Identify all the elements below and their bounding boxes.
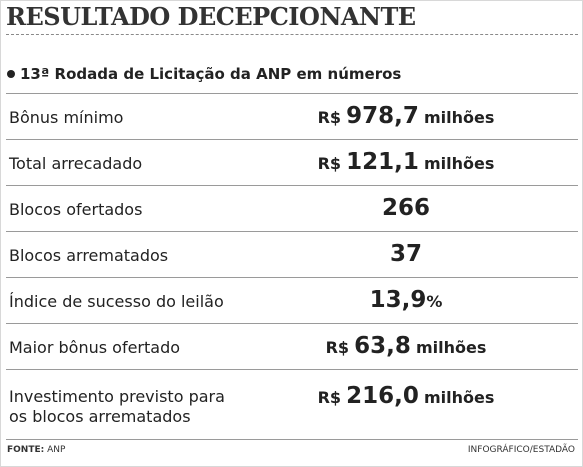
value-unit: %: [426, 292, 443, 311]
title-divider: [6, 34, 578, 35]
row-label: Blocos ofertados: [9, 200, 143, 219]
value-number: 978,7: [346, 103, 419, 129]
table-row: Blocos arrematados 37: [6, 231, 578, 277]
currency-symbol: R$: [317, 154, 342, 173]
value-number: 13,9: [369, 287, 427, 313]
row-value: 13,9%: [370, 287, 443, 315]
table-row: Blocos ofertados 266: [6, 185, 578, 231]
row-label: Investimento previsto para os blocos arr…: [9, 387, 225, 426]
row-value: R$ 121,1 milhões: [318, 149, 495, 177]
row-label: Bônus mínimo: [9, 108, 124, 127]
source-value: ANP: [47, 445, 66, 455]
bottom-divider: [6, 439, 578, 440]
table-row: Investimento previsto para os blocos arr…: [6, 369, 578, 433]
table-row: Maior bônus ofertado R$ 63,8 milhões: [6, 323, 578, 369]
infographic-title: RESULTADO DECEPCIONANTE: [6, 2, 416, 31]
row-value: R$ 216,0 milhões: [318, 383, 495, 411]
value-number: 121,1: [346, 149, 419, 175]
value-number: 216,0: [346, 383, 419, 409]
value-number: 63,8: [354, 333, 411, 359]
value-number: 37: [389, 241, 423, 267]
currency-symbol: R$: [317, 108, 342, 127]
infographic-subtitle: 13ª Rodada de Licitação da ANP em número…: [7, 64, 401, 84]
value-unit: milhões: [424, 108, 495, 127]
currency-symbol: R$: [325, 338, 350, 357]
subtitle-text: 13ª Rodada de Licitação da ANP em número…: [20, 65, 402, 83]
row-label: Maior bônus ofertado: [9, 338, 181, 357]
table-row: Índice de sucesso do leilão 13,9%: [6, 277, 578, 323]
source-note: FONTE: ANP: [7, 444, 65, 456]
row-value: R$ 63,8 milhões: [326, 333, 487, 361]
table-row: Total arrecadado R$ 121,1 milhões: [6, 139, 578, 185]
source-label: FONTE:: [7, 445, 45, 455]
table-row: Bônus mínimo R$ 978,7 milhões: [6, 93, 578, 139]
value-number: 266: [381, 195, 431, 221]
row-value: 37: [390, 241, 422, 269]
credit-note: INFOGRÁFICO/ESTADÃO: [467, 445, 575, 455]
row-label: Blocos arrematados: [9, 246, 169, 265]
currency-symbol: R$: [317, 388, 342, 407]
bullet-icon: [7, 70, 15, 78]
row-label: Total arrecadado: [9, 154, 143, 173]
row-value: 266: [382, 195, 430, 223]
data-table: Bônus mínimo R$ 978,7 milhões Total arreca…: [6, 93, 578, 433]
row-label: Índice de sucesso do leilão: [9, 292, 224, 311]
value-unit: milhões: [415, 338, 487, 357]
value-unit: milhões: [424, 388, 495, 407]
row-value: R$ 978,7 milhões: [318, 103, 495, 131]
value-unit: milhões: [424, 154, 495, 173]
